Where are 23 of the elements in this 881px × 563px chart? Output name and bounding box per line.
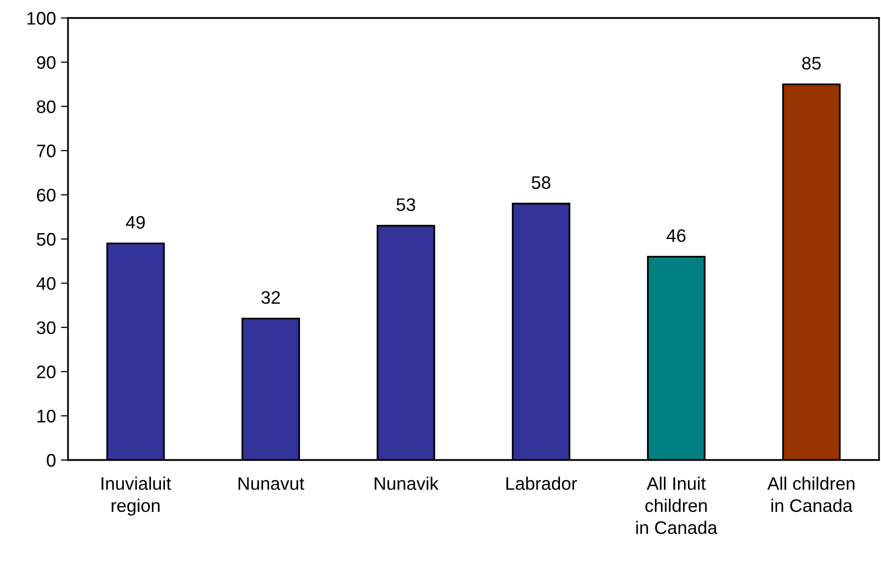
y-tick-label: 20 xyxy=(37,366,56,378)
x-tick-label: All Inuit children in Canada xyxy=(636,476,718,534)
y-tick-label: 30 xyxy=(36,321,56,334)
data-label: 58 xyxy=(532,176,550,189)
data-label: 32 xyxy=(261,291,280,304)
x-tick-label: Inuvialuit region xyxy=(102,476,172,516)
y-tick-label: 10 xyxy=(37,410,56,423)
data-label: 46 xyxy=(666,229,686,242)
x-tick-label: Labrador xyxy=(506,476,577,490)
y-tick-label: 0 xyxy=(46,454,56,467)
data-label: 53 xyxy=(396,198,416,212)
data-label: 49 xyxy=(126,216,145,229)
x-tick-label: Nunavik xyxy=(374,476,439,490)
y-tick-label: 90 xyxy=(36,56,56,69)
y-tick-label: 100 xyxy=(27,12,56,25)
y-tick-label: 70 xyxy=(37,144,56,158)
y-tick-label: 80 xyxy=(36,100,56,114)
y-tick-label: 60 xyxy=(37,188,56,202)
y-tick-label: 50 xyxy=(36,232,56,246)
x-tick-label: All children in Canada xyxy=(767,476,854,512)
y-tick-label: 40 xyxy=(36,277,56,290)
data-label: 85 xyxy=(802,56,821,70)
x-tick-label: Nunavut xyxy=(238,477,304,490)
